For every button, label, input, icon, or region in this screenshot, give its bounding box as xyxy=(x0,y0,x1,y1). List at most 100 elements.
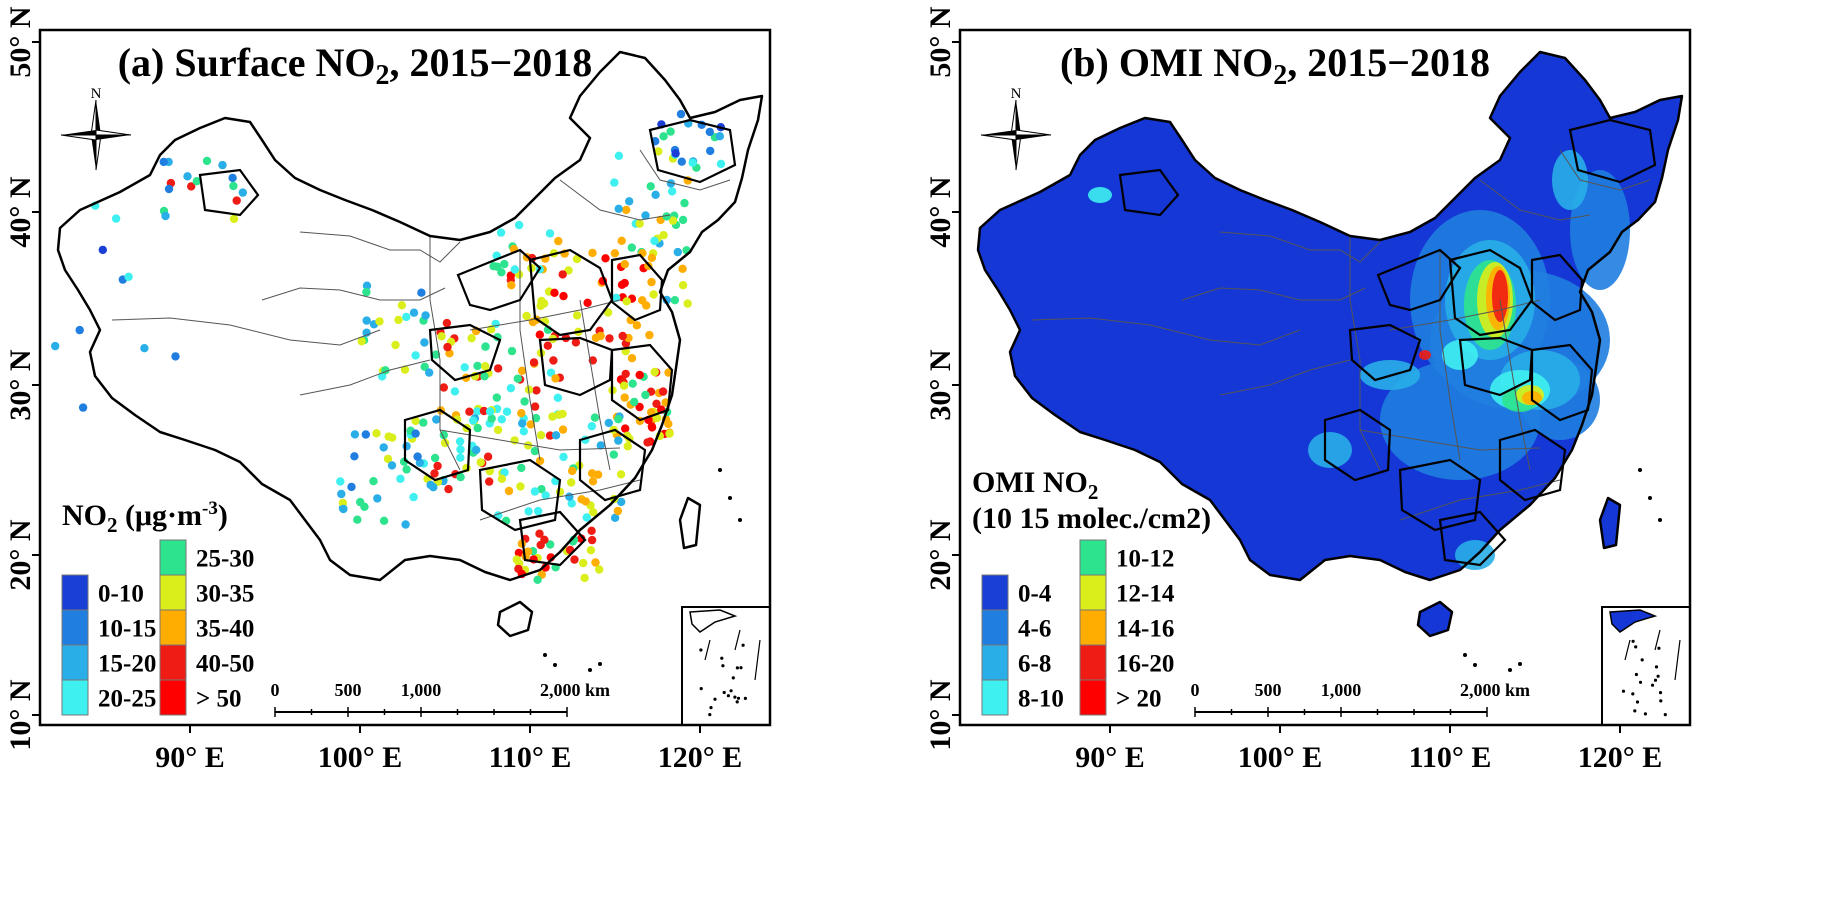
station-dot xyxy=(535,330,544,339)
station-dot xyxy=(673,247,682,257)
station-dot xyxy=(411,351,420,360)
station-dot xyxy=(705,127,714,137)
x-tick-label: 90° E xyxy=(1075,741,1145,774)
station-dot xyxy=(596,331,605,341)
province-boundary xyxy=(469,299,621,331)
legend-label: > 50 xyxy=(196,686,242,713)
station-dot xyxy=(668,216,678,225)
province-boundary xyxy=(1031,317,1301,346)
province-boundary xyxy=(1439,250,1461,461)
station-dot xyxy=(400,365,410,374)
station-dot xyxy=(430,453,440,463)
station-dot xyxy=(610,178,619,187)
province-boundary xyxy=(261,287,446,301)
inset-island xyxy=(1653,678,1658,682)
station-dot xyxy=(513,374,522,383)
station-dot xyxy=(379,443,388,452)
station-dot xyxy=(228,173,237,183)
legend-swatch xyxy=(61,574,89,611)
province-boundary-bold xyxy=(1438,510,1507,567)
station-dot xyxy=(373,494,382,503)
station-dot xyxy=(554,236,563,246)
province-boundary-bold xyxy=(198,168,260,217)
map-frame xyxy=(38,28,772,727)
north-label: N xyxy=(1011,86,1022,102)
inset-island xyxy=(733,695,737,699)
y-tick-label: 50° N xyxy=(4,6,37,77)
station-dot xyxy=(570,555,579,564)
station-dot xyxy=(397,301,407,310)
inset-boundary-dash xyxy=(1624,629,1681,681)
inset-island xyxy=(1659,699,1663,703)
station-dot xyxy=(347,482,356,492)
inset-island xyxy=(699,648,703,652)
inset-island xyxy=(1657,646,1661,650)
legend-swatch xyxy=(1079,539,1107,576)
legend-label: 12-14 xyxy=(1116,581,1175,608)
station-dot xyxy=(587,535,597,545)
station-dot xyxy=(337,489,346,499)
province-boundary xyxy=(299,231,461,263)
x-tick-label: 100° E xyxy=(318,741,403,774)
station-dot xyxy=(550,288,559,297)
station-dot xyxy=(587,422,596,431)
station-dot xyxy=(551,374,560,383)
station-dot xyxy=(492,393,501,402)
province-boundary xyxy=(1399,479,1561,521)
inset-island xyxy=(708,713,712,717)
map-frame xyxy=(958,28,1692,727)
station-dot xyxy=(558,409,567,419)
legend-label: 10-15 xyxy=(98,616,156,643)
station-dot xyxy=(623,442,632,451)
station-dot xyxy=(465,407,474,416)
station-dot xyxy=(480,372,489,381)
station-dot xyxy=(379,516,389,525)
inset-island xyxy=(1631,692,1635,696)
province-boundary-bold xyxy=(1568,118,1657,184)
station-dot xyxy=(543,341,552,350)
station-dot xyxy=(533,506,543,516)
inset-island xyxy=(1633,709,1637,713)
station-dot xyxy=(614,151,624,160)
province-boundary-bold xyxy=(1376,248,1462,312)
station-dot xyxy=(558,270,567,279)
concentration-blob xyxy=(1308,432,1352,468)
province-boundary-bold xyxy=(610,253,664,322)
station-dot xyxy=(617,236,626,245)
station-dot xyxy=(524,441,533,450)
station-dot xyxy=(590,413,600,422)
x-tick-label: 90° E xyxy=(155,741,225,774)
station-dot xyxy=(618,331,627,341)
station-dot xyxy=(582,513,591,522)
station-dot xyxy=(601,254,610,263)
station-dot xyxy=(541,491,550,500)
station-dot xyxy=(659,132,668,141)
island-mark xyxy=(1508,668,1512,672)
station-dot xyxy=(572,311,582,320)
station-dot xyxy=(667,187,677,196)
inset-island xyxy=(741,643,745,647)
concentration-blob xyxy=(1492,270,1508,322)
station-dot xyxy=(553,393,563,402)
station-dot xyxy=(589,508,598,517)
station-dot xyxy=(559,291,568,301)
station-dot xyxy=(614,436,623,445)
station-dot xyxy=(140,344,149,353)
island-mark xyxy=(1658,518,1662,522)
station-dot xyxy=(535,456,545,466)
station-dot xyxy=(620,393,629,402)
island-mark xyxy=(543,653,547,657)
province-boundary-bold xyxy=(578,428,647,502)
station-dot xyxy=(444,484,453,494)
station-dot xyxy=(218,160,227,170)
station-dot xyxy=(659,231,668,240)
province-boundary xyxy=(519,250,541,461)
map-content xyxy=(976,50,1684,672)
inset-island xyxy=(1634,672,1638,677)
station-dot xyxy=(429,483,438,492)
station-dot xyxy=(517,409,526,418)
province-boundary-bold xyxy=(518,510,587,567)
legend-label: 6-8 xyxy=(1018,651,1051,678)
station-dot xyxy=(504,486,514,496)
station-dot xyxy=(666,127,675,136)
